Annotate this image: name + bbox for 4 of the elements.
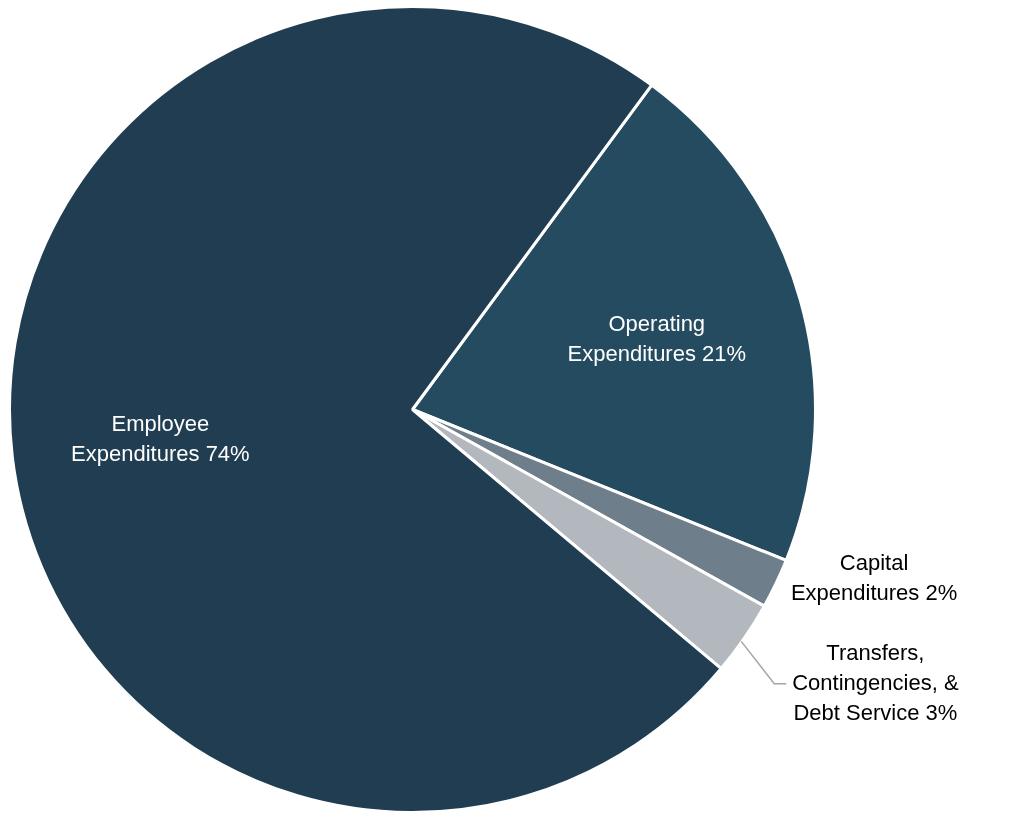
slice-label: Transfers, Contingencies, & Debt Service 3% xyxy=(792,639,959,725)
slice-label: Capital Expenditures 2% xyxy=(790,549,958,605)
slice-label: Operating Expenditures 21% xyxy=(567,311,747,367)
slice-label: Employee Expenditures 74% xyxy=(71,410,250,466)
